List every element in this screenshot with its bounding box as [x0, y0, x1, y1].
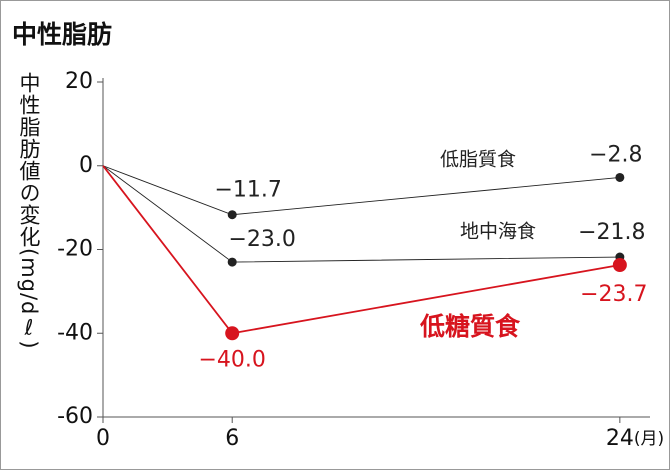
data-point [612, 257, 627, 272]
data-point [225, 326, 240, 341]
y-tick-label: 0 [79, 153, 93, 178]
x-tick-label: 24 [606, 426, 634, 451]
y-tick-label: 20 [65, 69, 93, 94]
data-label: −11.7 [215, 178, 282, 203]
data-label: −23.0 [229, 227, 296, 252]
data-point [615, 172, 625, 182]
x-unit: (月) [634, 429, 664, 449]
series-label: 低脂質食 [440, 149, 516, 171]
data-label: −2.8 [589, 142, 642, 167]
x-tick-label: 6 [225, 426, 239, 451]
data-label: −23.7 [580, 282, 647, 307]
data-point [227, 210, 237, 220]
chart-title: 中性脂肪 [12, 20, 112, 49]
x-tick-label: 0 [96, 426, 110, 451]
data-label: −40.0 [199, 347, 266, 372]
y-axis-label: 中性脂肪値の変化(mg/dℓ) [17, 72, 41, 350]
data-point [227, 257, 237, 267]
series-label: 地中海食 [460, 221, 536, 243]
y-tick-label: -40 [57, 320, 93, 345]
y-tick-label: -60 [57, 404, 93, 429]
data-label: −21.8 [578, 220, 645, 245]
y-tick-label: -20 [57, 237, 93, 262]
series-label: 低糖質食 [419, 312, 521, 341]
